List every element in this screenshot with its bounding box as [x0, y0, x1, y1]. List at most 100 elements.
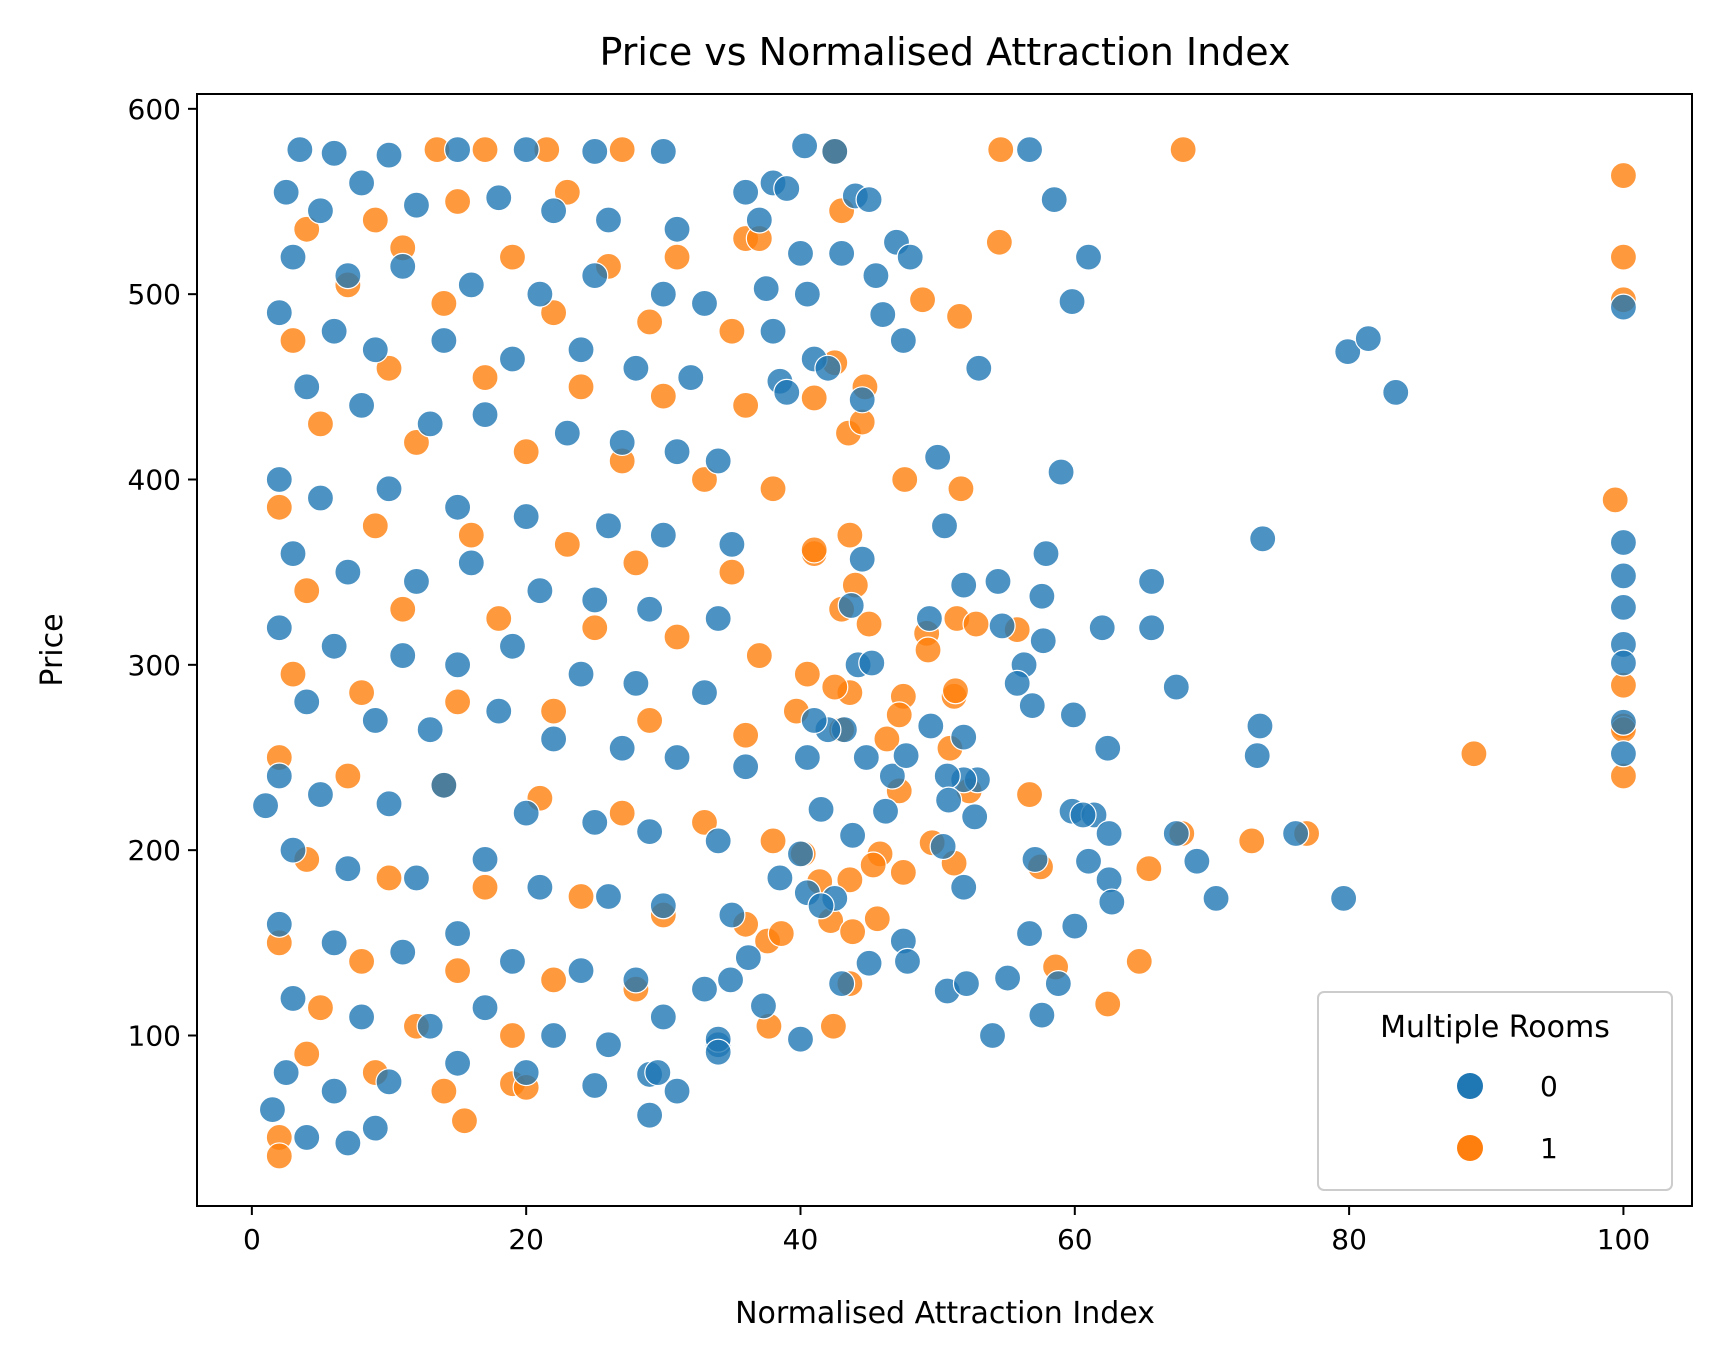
data-point-series-0: [649, 280, 677, 308]
data-point-series-0: [649, 137, 677, 166]
data-point-series-1: [732, 721, 760, 749]
data-point-series-0: [766, 864, 794, 892]
data-point-series-0: [869, 300, 897, 329]
data-point-series-0: [965, 354, 993, 382]
data-point-series-0: [1330, 884, 1358, 912]
x-tick-label: 80: [1331, 1223, 1367, 1256]
data-point-series-0: [786, 1025, 815, 1053]
data-point-series-1: [800, 536, 828, 564]
data-point-series-0: [1029, 627, 1057, 655]
data-point-series-0: [581, 1071, 609, 1100]
data-point-series-1: [914, 636, 942, 664]
data-point-series-0: [430, 771, 458, 799]
data-point-series-0: [594, 206, 623, 234]
data-point-series-1: [947, 475, 975, 503]
data-point-series-0: [567, 957, 595, 985]
data-point-series-0: [893, 947, 922, 975]
data-point-series-0: [1098, 888, 1126, 916]
data-point-series-0: [663, 743, 691, 772]
data-point-series-0: [1074, 243, 1103, 271]
data-point-series-1: [945, 302, 974, 330]
data-point-series-0: [1183, 847, 1211, 875]
data-point-series-0: [933, 762, 961, 790]
data-point-series-0: [498, 345, 527, 373]
data-point-series-0: [293, 1123, 321, 1152]
data-point-series-1: [540, 299, 568, 327]
data-point-series-0: [498, 947, 527, 975]
data-point-series-0: [1354, 325, 1382, 353]
data-point-series-0: [1138, 567, 1166, 596]
data-point-series-0: [430, 326, 458, 355]
data-point-series-0: [279, 540, 307, 568]
data-point-series-0: [320, 929, 348, 957]
data-point-series-0: [443, 493, 472, 521]
data-point-series-1: [485, 604, 513, 633]
data-point-series-0: [1609, 593, 1638, 621]
data-point-series-0: [567, 660, 595, 688]
data-point-series-0: [1609, 562, 1638, 590]
data-point-series-0: [1074, 847, 1103, 875]
data-point-series-0: [286, 136, 314, 164]
data-point-series-0: [1162, 819, 1190, 848]
data-point-series-0: [871, 797, 900, 825]
data-point-series-0: [471, 994, 499, 1022]
data-point-series-0: [828, 239, 856, 267]
y-tick-label: 400: [128, 463, 181, 496]
chart-title: Price vs Normalised Attraction Index: [600, 30, 1291, 74]
data-point-series-0: [443, 651, 472, 679]
data-point-series-0: [1609, 708, 1638, 736]
data-point-series-0: [1138, 614, 1166, 642]
x-tick-label: 60: [1057, 1223, 1093, 1256]
data-point-series-1: [855, 610, 883, 638]
data-point-series-0: [950, 723, 978, 751]
data-point-series-0: [594, 882, 623, 911]
data-point-series-1: [987, 136, 1015, 164]
data-point-series-1: [265, 1142, 293, 1170]
data-point-series-1: [402, 428, 431, 457]
data-point-series-0: [915, 604, 944, 633]
data-point-series-0: [389, 938, 417, 966]
data-point-series-1: [759, 475, 787, 503]
data-point-series-1: [1094, 990, 1122, 1018]
data-point-series-1: [347, 679, 376, 707]
data-point-series-1: [839, 918, 867, 946]
data-point-series-1: [608, 799, 636, 827]
data-point-series-0: [1088, 614, 1116, 642]
y-tick-label: 300: [128, 649, 181, 682]
data-point-series-0: [594, 1031, 623, 1059]
data-point-series-0: [512, 136, 540, 164]
data-point-series-0: [498, 632, 527, 660]
data-point-series-0: [800, 706, 828, 735]
data-point-series-0: [1249, 525, 1277, 553]
data-point-series-1: [265, 493, 293, 521]
data-point-series-0: [1018, 691, 1046, 720]
data-point-series-1: [1609, 161, 1638, 190]
data-point-series-0: [581, 586, 609, 614]
data-point-series-0: [416, 716, 444, 744]
y-tick-label: 200: [128, 834, 181, 867]
data-point-series-1: [279, 326, 307, 355]
data-point-series-0: [347, 391, 376, 419]
data-point-series-0: [553, 419, 581, 447]
data-point-series-1: [540, 966, 568, 994]
data-point-series-0: [814, 354, 842, 382]
data-point-series-1: [891, 465, 919, 494]
x-axis-label: Normalised Attraction Index: [735, 1296, 1155, 1331]
data-point-series-1: [889, 858, 917, 887]
x-tick-label: 40: [783, 1223, 819, 1256]
data-point-series-1: [540, 697, 568, 725]
data-point-series-1: [347, 947, 376, 975]
data-point-series-0: [1609, 293, 1638, 321]
legend: Multiple Rooms 0 1: [1317, 991, 1673, 1191]
data-point-series-0: [855, 949, 883, 977]
data-point-series-0: [807, 892, 835, 920]
data-point-series-1: [718, 317, 746, 345]
data-point-series-0: [663, 215, 691, 243]
data-point-series-1: [732, 391, 760, 419]
data-point-series-0: [1094, 734, 1122, 762]
data-point-series-0: [1162, 673, 1190, 701]
data-point-series-1: [636, 706, 664, 735]
data-point-series-0: [1059, 701, 1088, 729]
data-point-series-1: [622, 549, 650, 577]
